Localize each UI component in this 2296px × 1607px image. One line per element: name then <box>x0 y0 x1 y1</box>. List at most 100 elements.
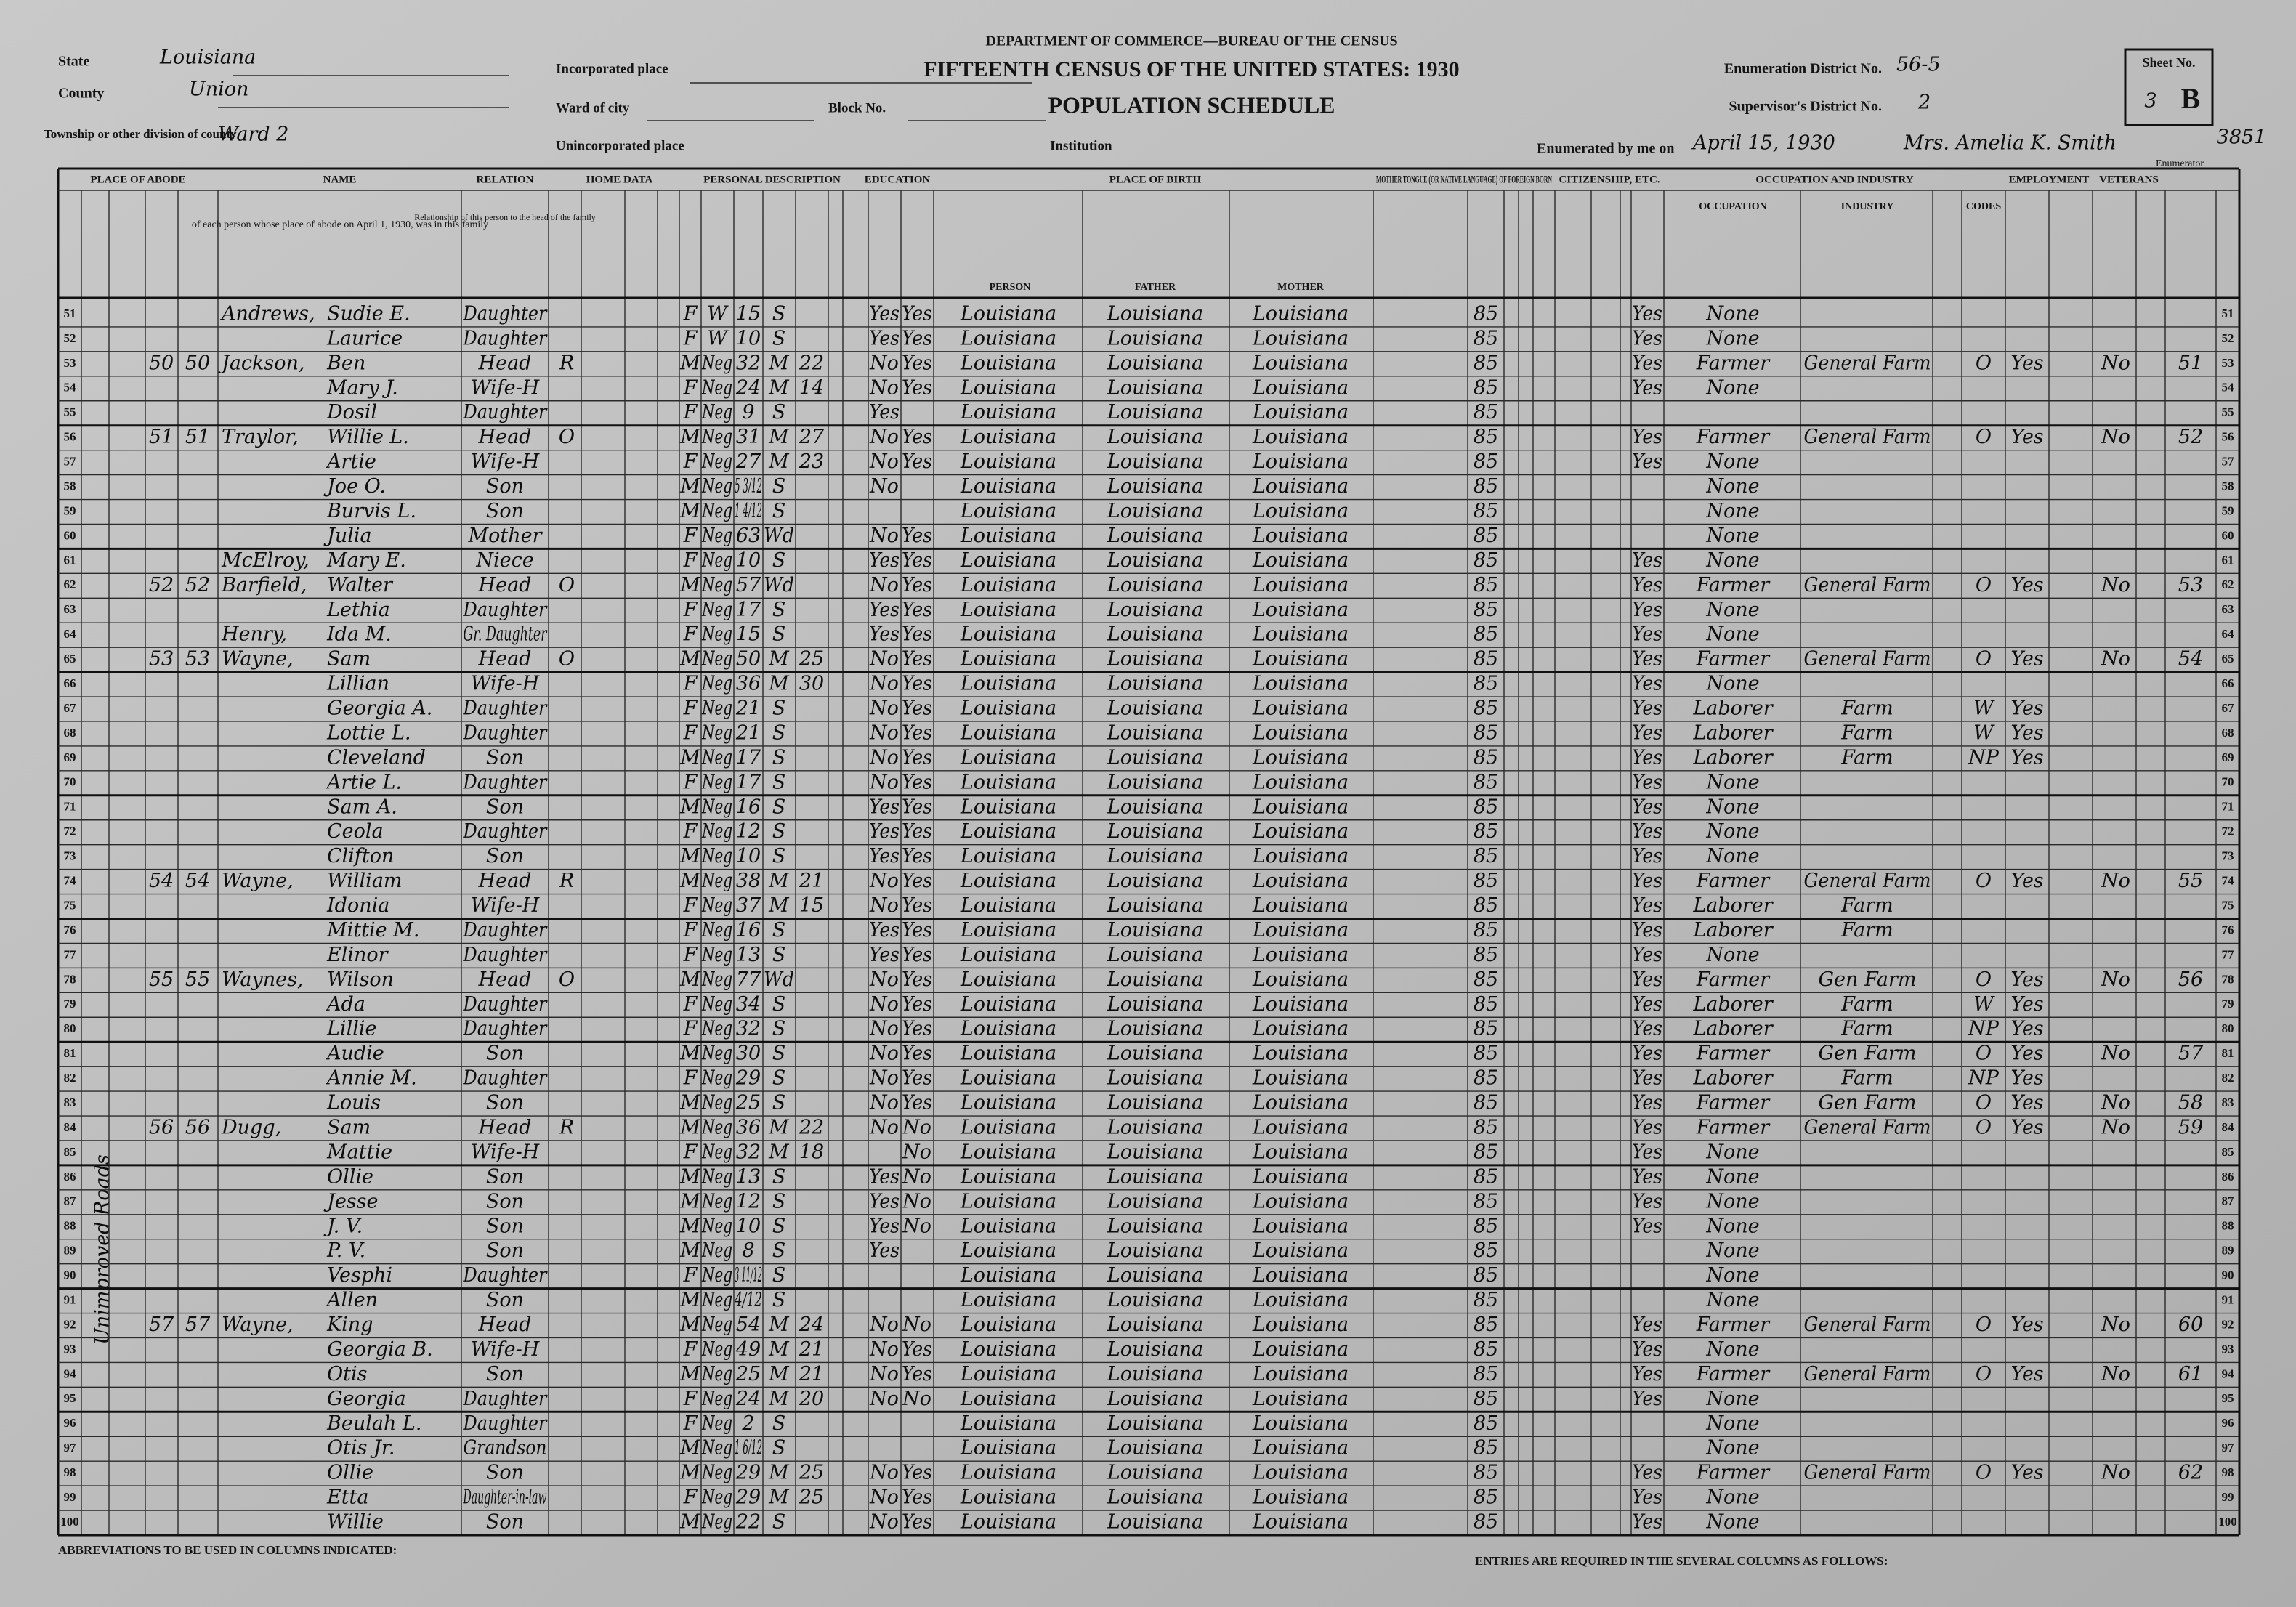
cell: Daughter <box>463 919 549 942</box>
cell: Son <box>486 500 524 522</box>
line-number: 72 <box>2222 825 2234 838</box>
cell: Yes <box>1632 721 1662 744</box>
state-label: State <box>58 54 89 70</box>
cell: Neg <box>701 1141 732 1163</box>
line-number: 60 <box>2222 528 2234 542</box>
cell: No <box>2101 574 2130 596</box>
cell: Yes <box>1632 1165 1662 1188</box>
cell: Neg <box>701 894 732 917</box>
cell: S <box>772 1264 786 1287</box>
cell: 15 <box>799 894 824 917</box>
enumerated-label: Enumerated by me on <box>1537 141 1674 157</box>
cell: M <box>768 1116 790 1138</box>
cell: NP <box>1968 746 2000 769</box>
cell: 57 <box>2178 1043 2204 1065</box>
cell: M <box>768 1313 790 1336</box>
line-number: 72 <box>64 825 76 838</box>
cell: 85 <box>1474 1388 1498 1410</box>
cell: Louisiana <box>1252 1338 1349 1361</box>
cell: S <box>772 1018 786 1040</box>
line-number: 86 <box>64 1170 76 1183</box>
cell: No <box>869 870 899 892</box>
cell: No <box>869 574 899 596</box>
cell: S <box>772 623 786 646</box>
cell: 12 <box>736 1190 761 1213</box>
cell: Louisiana <box>1252 1067 1349 1090</box>
cell: 38 <box>736 870 761 892</box>
cell: 50 <box>149 352 174 374</box>
cell: S <box>772 919 786 942</box>
cell: Farmer <box>1696 1363 1771 1385</box>
cell: Louisiana <box>1107 1511 1203 1534</box>
cell: No <box>869 352 899 374</box>
cell: Yes <box>1632 1511 1662 1534</box>
cell: 85 <box>1474 1363 1498 1385</box>
cell: No <box>869 894 899 917</box>
cell: Louisiana <box>1107 796 1203 818</box>
cell: Yes <box>902 1511 932 1534</box>
line-number: 89 <box>64 1244 76 1258</box>
cell: 85 <box>1474 1239 1498 1262</box>
cell: F <box>683 327 698 349</box>
cell: No <box>2101 426 2130 448</box>
cell: Yes <box>902 450 932 473</box>
cell: 85 <box>1474 1043 1498 1065</box>
cell: 16 <box>736 796 761 818</box>
ward-label: Ward of city <box>556 100 630 116</box>
cell: Gen Farm <box>1818 1043 1916 1065</box>
cell: S <box>772 401 786 424</box>
cell: Yes <box>2010 968 2043 991</box>
cell: Henry, <box>221 623 287 646</box>
cell: Lethia <box>326 599 390 621</box>
cell: 85 <box>1474 673 1498 695</box>
cell: 57 <box>149 1313 174 1336</box>
cell: 21 <box>799 1338 824 1361</box>
cell: S <box>772 1092 786 1114</box>
cell: 13 <box>736 944 761 966</box>
line-number: 69 <box>64 750 76 764</box>
column-group: HOME DATA <box>586 174 653 185</box>
occupation-column: CODES <box>1966 201 2001 212</box>
cell: Jesse <box>323 1190 379 1213</box>
cell: Niece <box>475 549 533 572</box>
cell: 52 <box>185 574 210 596</box>
cell: Yes <box>1632 673 1662 695</box>
line-number: 61 <box>64 553 76 567</box>
cell: No <box>869 1092 899 1114</box>
cell: Neg <box>701 525 732 547</box>
cell: Farmer <box>1696 1116 1771 1138</box>
cell: M <box>679 352 701 374</box>
cell: Otis Jr. <box>327 1437 395 1460</box>
cell: Neg <box>701 944 732 966</box>
line-number: 54 <box>64 381 77 394</box>
cell: Neg <box>701 968 732 991</box>
birth-column: MOTHER <box>1277 282 1325 293</box>
cell: F <box>683 820 698 843</box>
cell: S <box>772 1165 786 1188</box>
cell: Son <box>486 796 524 818</box>
cell: M <box>679 1462 701 1484</box>
cell: No <box>869 1511 899 1534</box>
cell: 85 <box>1474 1511 1498 1534</box>
cell: Louisiana <box>1252 968 1349 991</box>
cell: 27 <box>799 426 825 448</box>
cell: Yes <box>869 623 900 646</box>
institution-label: Institution <box>1050 138 1112 153</box>
cell: Yes <box>2010 1043 2043 1065</box>
cell: S <box>772 1043 786 1065</box>
cell: Louisiana <box>1252 1412 1349 1435</box>
line-number: 73 <box>64 849 76 863</box>
cell: Louisiana <box>960 352 1056 374</box>
column-group: PERSONAL DESCRIPTION <box>703 174 841 185</box>
cell: General Farm <box>1804 352 1931 374</box>
cell: F <box>683 1388 698 1410</box>
cell: Louisiana <box>1107 1486 1203 1509</box>
cell: Louisiana <box>1252 475 1349 498</box>
cell: Louisiana <box>1252 1141 1349 1163</box>
cell: 54 <box>185 870 210 892</box>
cell: Louisiana <box>1107 697 1203 720</box>
cell: Neg <box>701 1239 732 1262</box>
cell: M <box>679 1437 701 1460</box>
cell: Farm <box>1840 1067 1893 1090</box>
cell: Louisiana <box>960 919 1056 942</box>
